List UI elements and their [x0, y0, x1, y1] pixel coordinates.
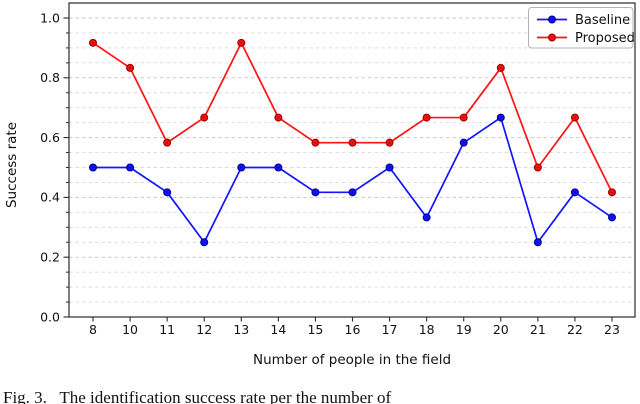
data-point-marker-center	[203, 241, 206, 244]
y-tick-label: 0.8	[40, 70, 60, 85]
data-point-marker-center	[499, 116, 502, 119]
plot-border	[68, 2, 636, 318]
x-axis: 8 10 11 12 13 14 15 16 17 18 19 20 21 22 23	[89, 317, 620, 337]
data-point-marker-center	[314, 141, 317, 144]
x-tick-label: 8	[89, 322, 97, 337]
data-point-marker-center	[92, 41, 94, 44]
legend: Baseline Proposed	[528, 7, 635, 49]
y-tick-label: 0.6	[40, 130, 60, 145]
y-axis-label: Success rate	[4, 122, 20, 208]
data-point-marker-center	[92, 166, 94, 169]
x-tick-label: 12	[196, 322, 212, 337]
data-point-marker-center	[314, 191, 317, 194]
x-tick-label: 20	[493, 322, 509, 337]
legend-item: Proposed	[537, 31, 635, 46]
data-point-marker-center	[574, 191, 576, 194]
legend-marker-icon-center	[551, 18, 553, 21]
figure-caption: Fig. 3. The identification success rate …	[3, 388, 392, 404]
y-tick-label: 0.0	[40, 309, 60, 324]
data-point-marker-center	[536, 241, 539, 244]
y-tick-label: 0.4	[40, 190, 60, 205]
data-point-marker-center	[499, 67, 502, 69]
line-chart: 0.0 0.2 0.4 0.6 0.8 1.0 8 10 11 12 13 14 15 16 17 18 19 2…	[4, 2, 636, 368]
x-tick-label: 17	[382, 322, 398, 337]
x-tick-label: 11	[159, 322, 175, 337]
legend-marker-icon-center	[551, 36, 553, 39]
data-point-marker-center	[425, 216, 428, 219]
data-point-marker-center	[240, 41, 243, 44]
data-point-marker-center	[277, 166, 280, 169]
data-point-marker-center	[277, 116, 280, 119]
x-tick-label: 15	[307, 322, 323, 337]
data-point-marker-center	[462, 141, 465, 144]
data-point-marker-center	[166, 191, 169, 194]
x-tick-label: 16	[345, 322, 361, 337]
legend-item: Baseline	[537, 13, 630, 28]
data-point-marker-center	[536, 166, 539, 169]
x-tick-label: 19	[456, 322, 472, 337]
series-proposed	[88, 38, 616, 197]
data-point-marker-center	[351, 141, 354, 144]
x-tick-label: 22	[567, 322, 583, 337]
x-tick-label: 18	[419, 322, 435, 337]
x-tick-label: 21	[530, 322, 546, 337]
x-tick-label: 13	[233, 322, 249, 337]
data-point-marker-center	[574, 116, 576, 119]
data-point-marker-center	[388, 141, 391, 144]
data-point-marker-center	[129, 67, 131, 69]
data-point-marker-center	[611, 191, 613, 194]
series-baseline	[88, 113, 616, 247]
y-tick-label: 0.2	[40, 250, 60, 265]
data-point-marker-center	[166, 141, 169, 144]
series-line	[92, 41, 613, 193]
data-point-marker-center	[203, 116, 206, 119]
data-point-marker-center	[462, 116, 465, 119]
data-point-marker-center	[611, 216, 613, 219]
grid	[69, 17, 635, 303]
data-point-marker-center	[240, 166, 243, 169]
data-point-marker-center	[425, 116, 428, 119]
y-axis: 0.0 0.2 0.4 0.6 0.8 1.0	[40, 10, 69, 324]
y-tick-label: 1.0	[40, 10, 60, 25]
series-line	[93, 116, 613, 244]
data-point-marker-center	[388, 166, 391, 169]
x-axis-label: Number of people in the field	[253, 352, 451, 368]
x-tick-label: 14	[270, 322, 286, 337]
legend-label: Baseline	[575, 13, 630, 28]
data-point-marker-center	[351, 191, 354, 194]
x-tick-label: 23	[604, 322, 620, 337]
data-point-marker-center	[129, 166, 131, 169]
legend-label: Proposed	[575, 31, 635, 46]
x-tick-label: 10	[122, 322, 138, 337]
